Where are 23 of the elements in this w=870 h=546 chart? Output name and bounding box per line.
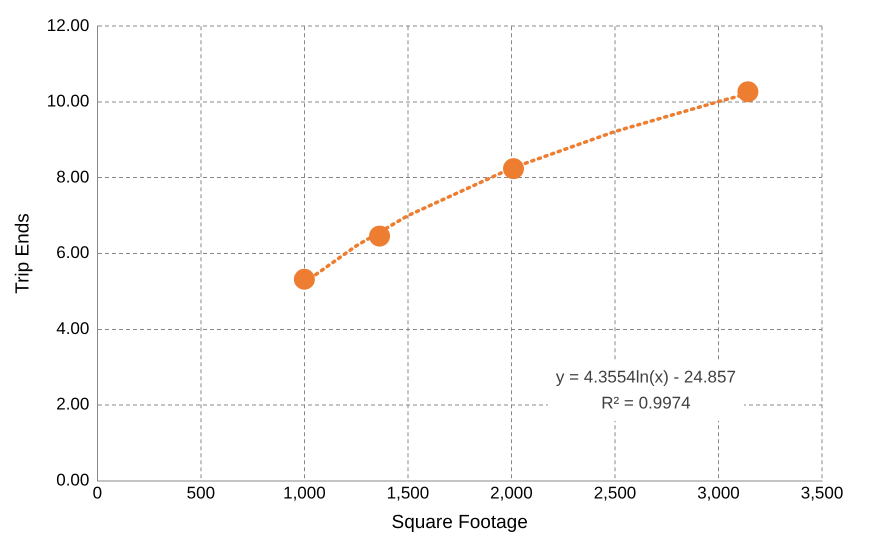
annotation: R² = 0.9974 [601,394,691,413]
point [737,81,758,102]
x-tick-label: 3,000 [697,484,740,503]
y-tick-label: 0.00 [56,470,90,490]
annotation: y = 4.3554ln(x) - 24.857 [556,368,736,387]
x-tick-label: 2,000 [490,484,533,503]
x-tick-label: 3,500 [800,484,844,503]
y-tick-label: 4.00 [56,318,90,338]
x-tick-label: 1,500 [386,484,430,503]
x-axis-title: Square Footage [392,512,528,533]
point [294,268,315,290]
y-tick-label: 2.00 [56,394,90,414]
y-tick-label: 6.00 [56,243,90,262]
y-tick-label: 8.00 [56,167,90,186]
x-tick-label: 2,500 [594,484,636,503]
x-tick-label: 500 [186,484,216,503]
point [503,158,524,180]
y-axis-title: Trip Ends [12,213,34,294]
y-tick-label: 10.00 [46,92,90,111]
y-tick-label: 12.00 [46,16,90,35]
x-tick-label: 1,000 [283,484,326,503]
x-tick-label: 0 [92,484,102,503]
point [369,226,390,247]
